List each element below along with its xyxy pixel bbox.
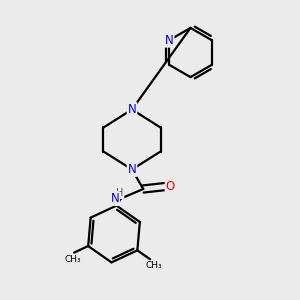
Text: N: N: [128, 163, 136, 176]
Text: N: N: [165, 34, 174, 47]
Text: H: H: [116, 188, 124, 198]
Text: N: N: [110, 192, 119, 205]
Text: CH₃: CH₃: [64, 255, 81, 264]
Text: N: N: [128, 103, 136, 116]
Text: CH₃: CH₃: [146, 261, 162, 270]
Text: O: O: [166, 180, 175, 193]
